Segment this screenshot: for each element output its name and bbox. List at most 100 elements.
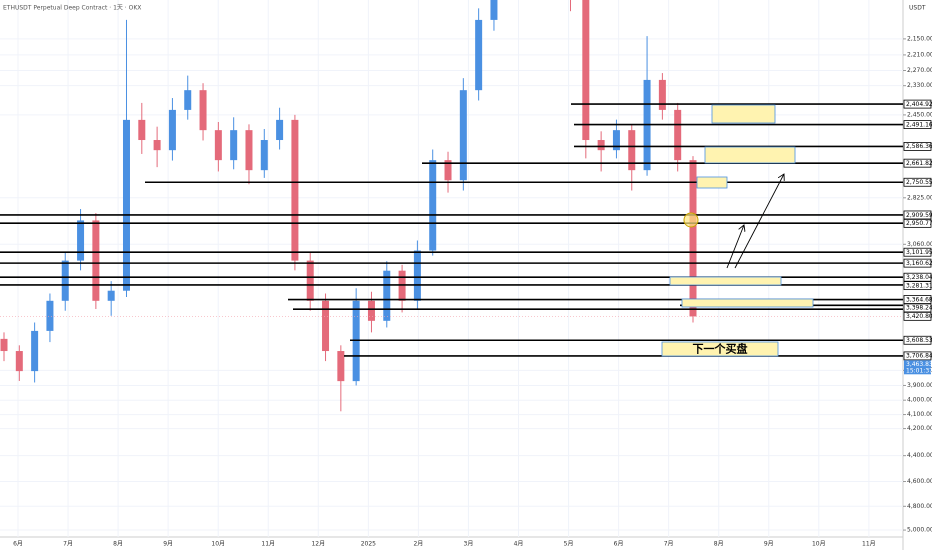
candle-body	[168, 109, 176, 151]
x-tick-label: 8月	[113, 541, 123, 548]
candle-body	[597, 140, 605, 151]
candle-body	[214, 130, 222, 161]
price-level-tag	[903, 311, 932, 321]
x-tick-label: 7月	[63, 541, 73, 548]
price-level-tag	[903, 351, 932, 361]
candle-body	[612, 130, 620, 151]
candle-body	[0, 338, 8, 352]
candle-body	[92, 220, 100, 301]
chart-title: ETHUSDT Perpetual Deep Contract · 1天 · O…	[3, 5, 141, 12]
currency: USDT	[909, 5, 926, 12]
zone-box	[711, 104, 776, 124]
price-level-label: 2,491.16	[906, 121, 932, 128]
x-tick-label: 11月	[862, 541, 876, 548]
candle-body	[429, 160, 437, 251]
candle-body	[61, 260, 69, 301]
x-tick-label: 9月	[764, 541, 774, 548]
price-level-label: 3,281.31	[906, 282, 932, 289]
x-tick-label: 4月	[514, 541, 524, 548]
candle-body	[444, 160, 452, 181]
price-level-tag	[903, 142, 932, 151]
price-level-label: 2,661.82	[906, 160, 932, 167]
y-tick-label: 2,270.00	[907, 67, 932, 74]
candle-body	[15, 351, 23, 372]
candle-body	[199, 90, 207, 131]
candle-body	[367, 300, 375, 321]
candle-body	[413, 250, 421, 301]
candle-body	[276, 119, 284, 141]
price-level-tag	[903, 177, 932, 187]
candle-body	[628, 130, 636, 171]
candle-body	[689, 160, 697, 317]
price-level-label: 2,404.92	[906, 101, 932, 108]
x-tick-label: 6月	[614, 541, 624, 548]
y-tick-label: 3,060.00	[907, 241, 932, 248]
price-level-label: 3,420.80	[906, 313, 932, 320]
x-tick-label: 5月	[564, 541, 574, 548]
price-level-label: 3,160.62	[906, 260, 932, 267]
candle-body	[31, 330, 39, 372]
price-level-tag	[903, 247, 932, 257]
y-tick-label: 2,330.00	[907, 82, 932, 89]
annotation: 下一个买盘	[693, 342, 748, 356]
candle-body	[383, 270, 391, 321]
x-tick-label: 12月	[311, 541, 325, 548]
y-tick-label: 3,900.00	[907, 382, 932, 389]
candle-body	[107, 290, 115, 301]
x-tick-label: 10月	[812, 541, 826, 548]
price-level-label: 3,101.95	[906, 249, 932, 256]
drawings: 下一个买盘	[661, 104, 814, 357]
price-level-tag	[903, 99, 932, 109]
x-tick-label: 3月	[464, 541, 474, 548]
y-tick-label: 2,450.00	[907, 111, 932, 118]
candle-body	[582, 0, 590, 141]
candle-body	[77, 220, 85, 261]
y-tick-label: 2,150.00	[907, 35, 932, 42]
price-level-tag	[903, 120, 932, 130]
price-level-label: 3,608.53	[906, 337, 932, 344]
last-price-tag	[904, 360, 931, 375]
candle-body	[245, 130, 253, 171]
x-tick-label: 7月	[664, 541, 674, 548]
y-tick-label: 2,825.00	[907, 194, 932, 201]
candle-body	[398, 270, 406, 301]
x-tick-label: 2月	[413, 541, 423, 548]
last-price-label: 3,463.83	[906, 361, 932, 368]
candle-body	[153, 140, 161, 151]
x-tick-label: 8月	[714, 541, 724, 548]
price-level-tag	[903, 281, 932, 291]
candle-body	[291, 119, 299, 261]
y-tick-label: 4,400.00	[907, 452, 932, 459]
price-level-tag	[903, 218, 932, 228]
price-level-label: 3,364.68	[906, 296, 932, 303]
price-level-label: 3,398.24	[906, 305, 932, 312]
arrow	[726, 225, 744, 269]
zone-box	[696, 176, 728, 189]
candle-body	[122, 119, 130, 291]
y-tick-label: 4,600.00	[907, 478, 932, 485]
price-level-label: 2,586.36	[906, 143, 932, 150]
zone-box	[669, 276, 782, 286]
candle-body	[658, 79, 666, 110]
y-tick-label: 2,210.00	[907, 51, 932, 58]
y-tick-label: 5,000.00	[907, 527, 932, 534]
candle-body	[322, 300, 330, 352]
highlight-circle	[683, 212, 699, 228]
y-tick-label: 4,100.00	[907, 411, 932, 418]
x-tick-label: 11月	[261, 541, 275, 548]
y-tick-label: 4,200.00	[907, 425, 932, 432]
countdown: 15:01:37	[906, 367, 932, 374]
price-level-label: 3,238.04	[906, 274, 932, 281]
candle-body	[230, 130, 238, 161]
candle-body	[138, 119, 146, 141]
candle-body	[674, 109, 682, 161]
candle-body	[306, 260, 314, 301]
price-level-label: 2,750.55	[906, 179, 932, 186]
zone-box	[681, 298, 814, 308]
x-tick-label: 10月	[211, 541, 225, 548]
candle-body	[459, 90, 467, 181]
y-tick-label: 4,000.00	[907, 397, 932, 404]
price-level-tag	[903, 335, 932, 345]
